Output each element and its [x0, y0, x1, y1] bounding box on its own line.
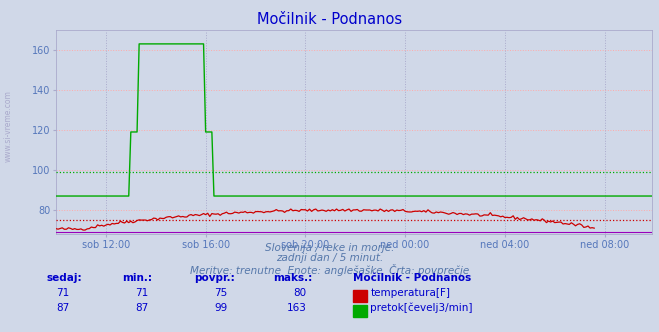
Text: min.:: min.:: [122, 273, 152, 283]
Text: povpr.:: povpr.:: [194, 273, 235, 283]
Text: 99: 99: [214, 303, 227, 313]
Text: www.si-vreme.com: www.si-vreme.com: [3, 90, 13, 162]
Text: Slovenija / reke in morje.: Slovenija / reke in morje.: [265, 243, 394, 253]
Text: 80: 80: [293, 288, 306, 298]
Text: pretok[čevelj3/min]: pretok[čevelj3/min]: [370, 303, 473, 313]
Text: sedaj:: sedaj:: [46, 273, 82, 283]
Text: temperatura[F]: temperatura[F]: [370, 288, 450, 298]
Text: Meritve: trenutne  Enote: anglešaške  Črta: povprečje: Meritve: trenutne Enote: anglešaške Črta…: [190, 264, 469, 276]
Text: zadnji dan / 5 minut.: zadnji dan / 5 minut.: [276, 253, 383, 263]
Text: 71: 71: [56, 288, 69, 298]
Text: 87: 87: [135, 303, 148, 313]
Text: Močilnik - Podnanos: Močilnik - Podnanos: [257, 12, 402, 27]
Text: 71: 71: [135, 288, 148, 298]
Text: 87: 87: [56, 303, 69, 313]
Text: 163: 163: [287, 303, 306, 313]
Text: maks.:: maks.:: [273, 273, 313, 283]
Text: 75: 75: [214, 288, 227, 298]
Text: Močilnik - Podnanos: Močilnik - Podnanos: [353, 273, 471, 283]
